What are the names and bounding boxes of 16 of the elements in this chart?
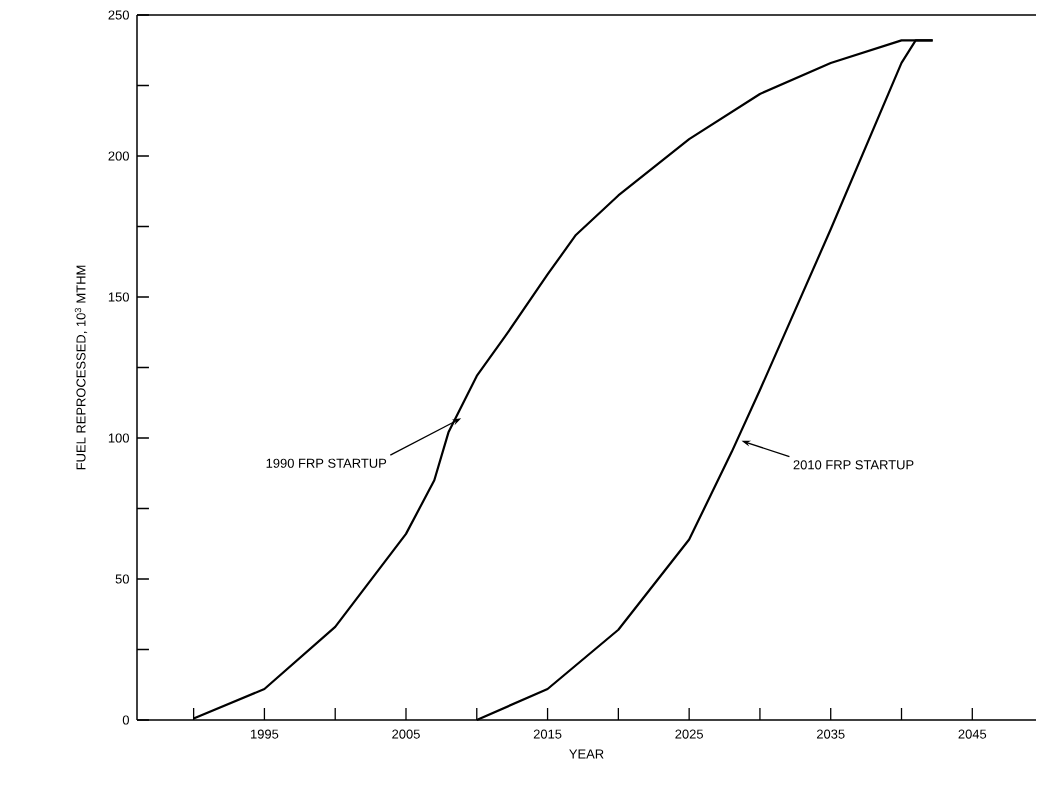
x-tick-label: 2035 [816, 729, 845, 739]
annotation: 1990 FRP STARTUP [266, 458, 387, 468]
y-tick-label: 100 [108, 433, 129, 443]
y-tick-label: 150 [108, 292, 129, 302]
x-tick-label: 2015 [533, 729, 562, 739]
x-tick-label: 2025 [675, 729, 703, 739]
annotation: 2010 FRP STARTUP [793, 460, 914, 470]
x-tick-label: 1995 [251, 729, 279, 739]
x-tick-label: 2045 [958, 729, 987, 739]
y-axis-title: FUEL REPROCESSED, 10$^{3}$ MTHM [74, 265, 88, 470]
y-tick-label: 50 [115, 574, 129, 584]
y-tick-label: 0 [122, 715, 129, 725]
y-tick-label: 250 [108, 10, 129, 20]
x-axis-title: YEAR [569, 749, 604, 759]
y-tick-label: 200 [108, 151, 129, 161]
x-tick-label: 2005 [392, 729, 420, 739]
